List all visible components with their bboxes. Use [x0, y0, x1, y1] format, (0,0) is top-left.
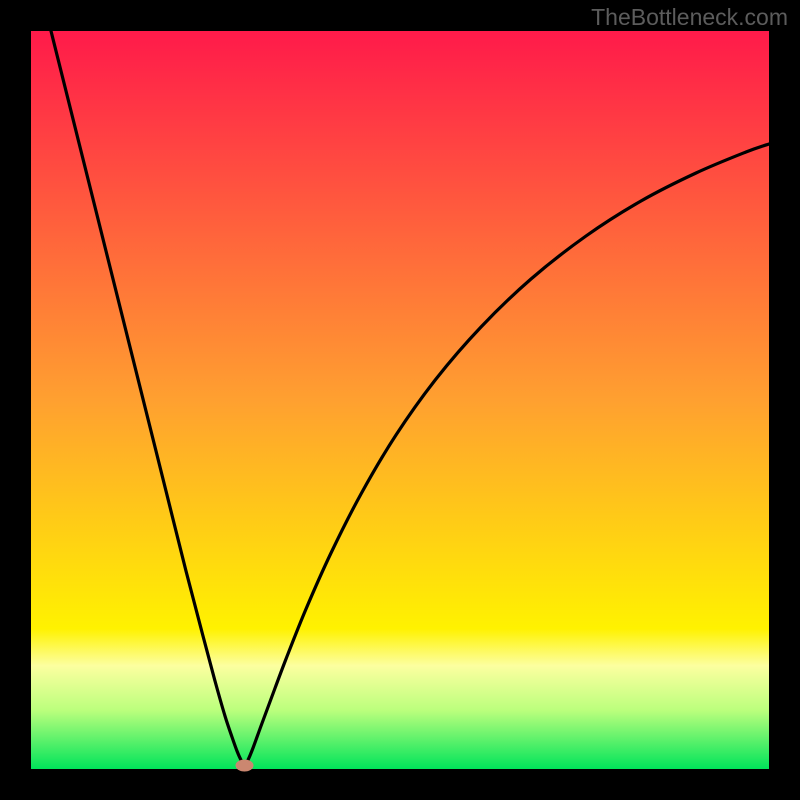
plot-area	[31, 31, 769, 769]
minimum-marker	[236, 760, 254, 772]
watermark-text: TheBottleneck.com	[591, 4, 788, 31]
curve-svg	[31, 31, 769, 769]
bottleneck-curve	[51, 31, 769, 765]
